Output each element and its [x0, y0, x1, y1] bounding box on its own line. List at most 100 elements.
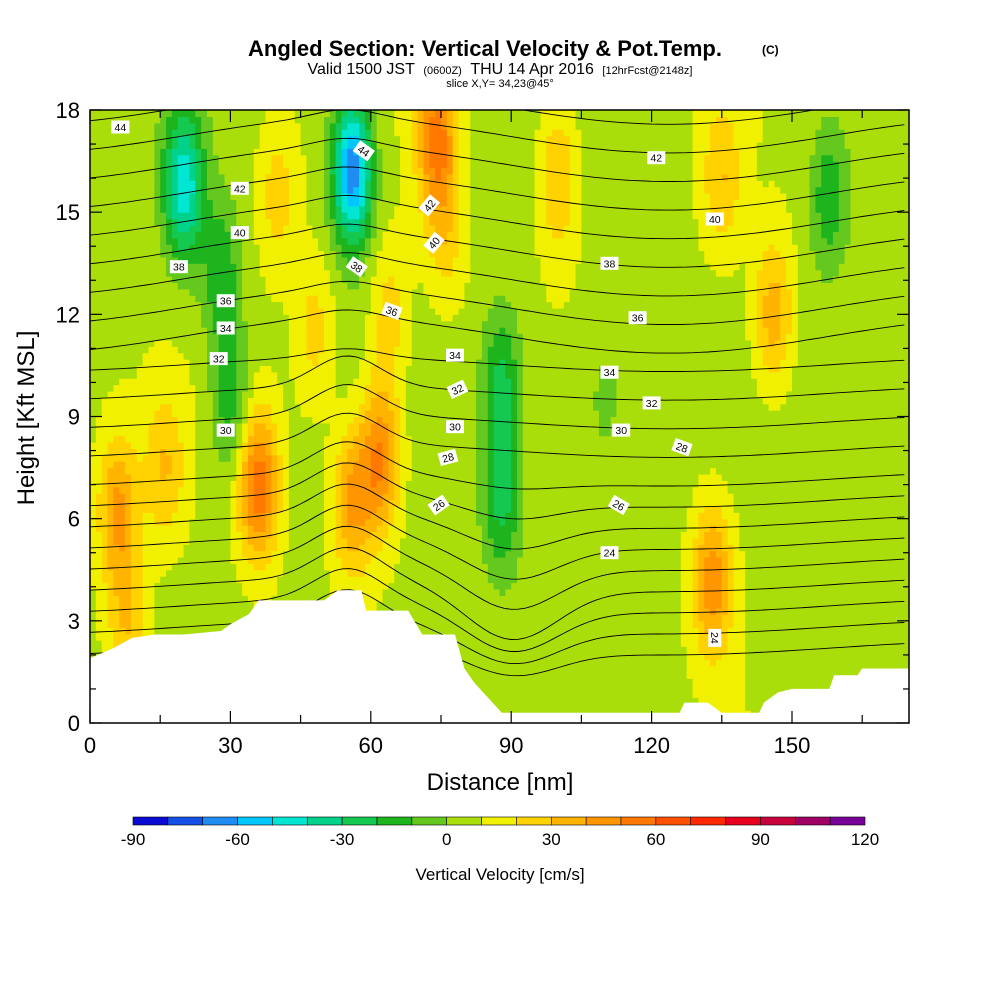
velocity-cell	[382, 467, 389, 475]
velocity-cell	[148, 537, 155, 545]
velocity-cell	[212, 333, 220, 341]
velocity-cell	[171, 397, 179, 405]
velocity-cell	[359, 154, 366, 162]
velocity-cell	[283, 499, 290, 507]
velocity-cell	[277, 282, 284, 290]
velocity-cell	[382, 116, 389, 124]
velocity-cell	[177, 499, 185, 507]
velocity-cell	[189, 576, 196, 584]
velocity-cell	[312, 397, 319, 405]
velocity-cell	[388, 276, 395, 284]
velocity-cell	[312, 307, 319, 315]
velocity-cell	[119, 371, 126, 379]
velocity-cell	[347, 550, 354, 558]
velocity-cell	[171, 282, 179, 290]
velocity-cell	[160, 327, 167, 335]
velocity-cell	[177, 397, 185, 405]
velocity-cell	[312, 480, 319, 488]
velocity-cell	[119, 276, 126, 284]
velocity-cell	[195, 448, 202, 456]
velocity-cell	[277, 352, 284, 360]
velocity-cell	[125, 193, 132, 200]
velocity-cell	[359, 397, 366, 405]
velocity-cell	[318, 499, 325, 507]
velocity-cell	[136, 410, 144, 418]
velocity-cell	[376, 416, 384, 424]
velocity-cell	[247, 186, 255, 194]
velocity-cell	[318, 410, 325, 418]
velocity-cell	[359, 493, 366, 501]
velocity-cell	[353, 307, 360, 315]
velocity-cell	[347, 563, 354, 571]
velocity-cell	[90, 314, 97, 322]
velocity-cell	[359, 480, 366, 488]
velocity-cell	[288, 384, 296, 392]
velocity-cell	[376, 212, 384, 220]
velocity-cell	[341, 116, 348, 124]
velocity-cell	[288, 186, 296, 194]
velocity-cell	[324, 314, 331, 322]
velocity-cell	[382, 480, 389, 488]
velocity-cell	[347, 314, 354, 322]
velocity-cell	[95, 250, 103, 258]
velocity-cell	[347, 250, 354, 258]
velocity-cell	[183, 448, 191, 456]
velocity-cell	[136, 384, 144, 392]
velocity-cell	[107, 403, 114, 411]
velocity-cell	[107, 276, 114, 284]
velocity-cell	[189, 237, 196, 245]
velocity-cell	[370, 537, 378, 545]
velocity-cell	[259, 588, 267, 596]
velocity-cell	[125, 339, 132, 347]
velocity-cell	[113, 473, 120, 481]
velocity-cell	[300, 486, 308, 494]
velocity-cell	[300, 154, 308, 162]
velocity-cell	[376, 397, 384, 405]
velocity-cell	[347, 288, 354, 296]
velocity-cell	[294, 422, 302, 430]
velocity-cell	[189, 180, 196, 188]
velocity-cell	[177, 141, 185, 149]
velocity-cell	[370, 454, 378, 462]
velocity-cell	[142, 531, 150, 539]
velocity-cell	[283, 416, 290, 424]
velocity-cell	[166, 263, 173, 271]
velocity-cell	[207, 327, 214, 335]
velocity-cell	[177, 365, 185, 373]
velocity-cell	[312, 537, 319, 545]
velocity-cell	[148, 493, 155, 501]
velocity-cell	[318, 473, 325, 481]
velocity-cell	[359, 301, 366, 309]
velocity-cell	[177, 295, 185, 303]
velocity-cell	[265, 250, 272, 258]
velocity-cell	[107, 173, 114, 181]
velocity-cell	[236, 212, 243, 220]
velocity-cell	[306, 595, 313, 603]
velocity-cell	[95, 620, 103, 628]
velocity-cell	[306, 582, 313, 590]
velocity-cell	[107, 346, 114, 354]
velocity-cell	[382, 505, 389, 513]
velocity-cell	[341, 199, 348, 207]
velocity-cell	[166, 269, 173, 277]
velocity-cell	[370, 346, 378, 354]
velocity-cell	[253, 365, 261, 373]
velocity-cell	[253, 218, 261, 226]
velocity-cell	[283, 448, 290, 456]
velocity-cell	[382, 231, 389, 239]
velocity-cell	[183, 288, 191, 296]
velocity-cell	[370, 205, 378, 213]
velocity-cell	[341, 135, 348, 143]
velocity-cell	[171, 371, 179, 379]
velocity-cell	[107, 493, 114, 501]
velocity-cell	[113, 359, 120, 367]
velocity-cell	[247, 301, 255, 309]
velocity-cell	[335, 390, 343, 398]
velocity-cell	[335, 250, 343, 258]
velocity-cell	[324, 122, 331, 130]
velocity-cell	[183, 173, 191, 181]
velocity-cell	[364, 403, 372, 411]
velocity-cell	[101, 435, 109, 443]
velocity-cell	[189, 148, 196, 156]
velocity-cell	[136, 454, 144, 462]
